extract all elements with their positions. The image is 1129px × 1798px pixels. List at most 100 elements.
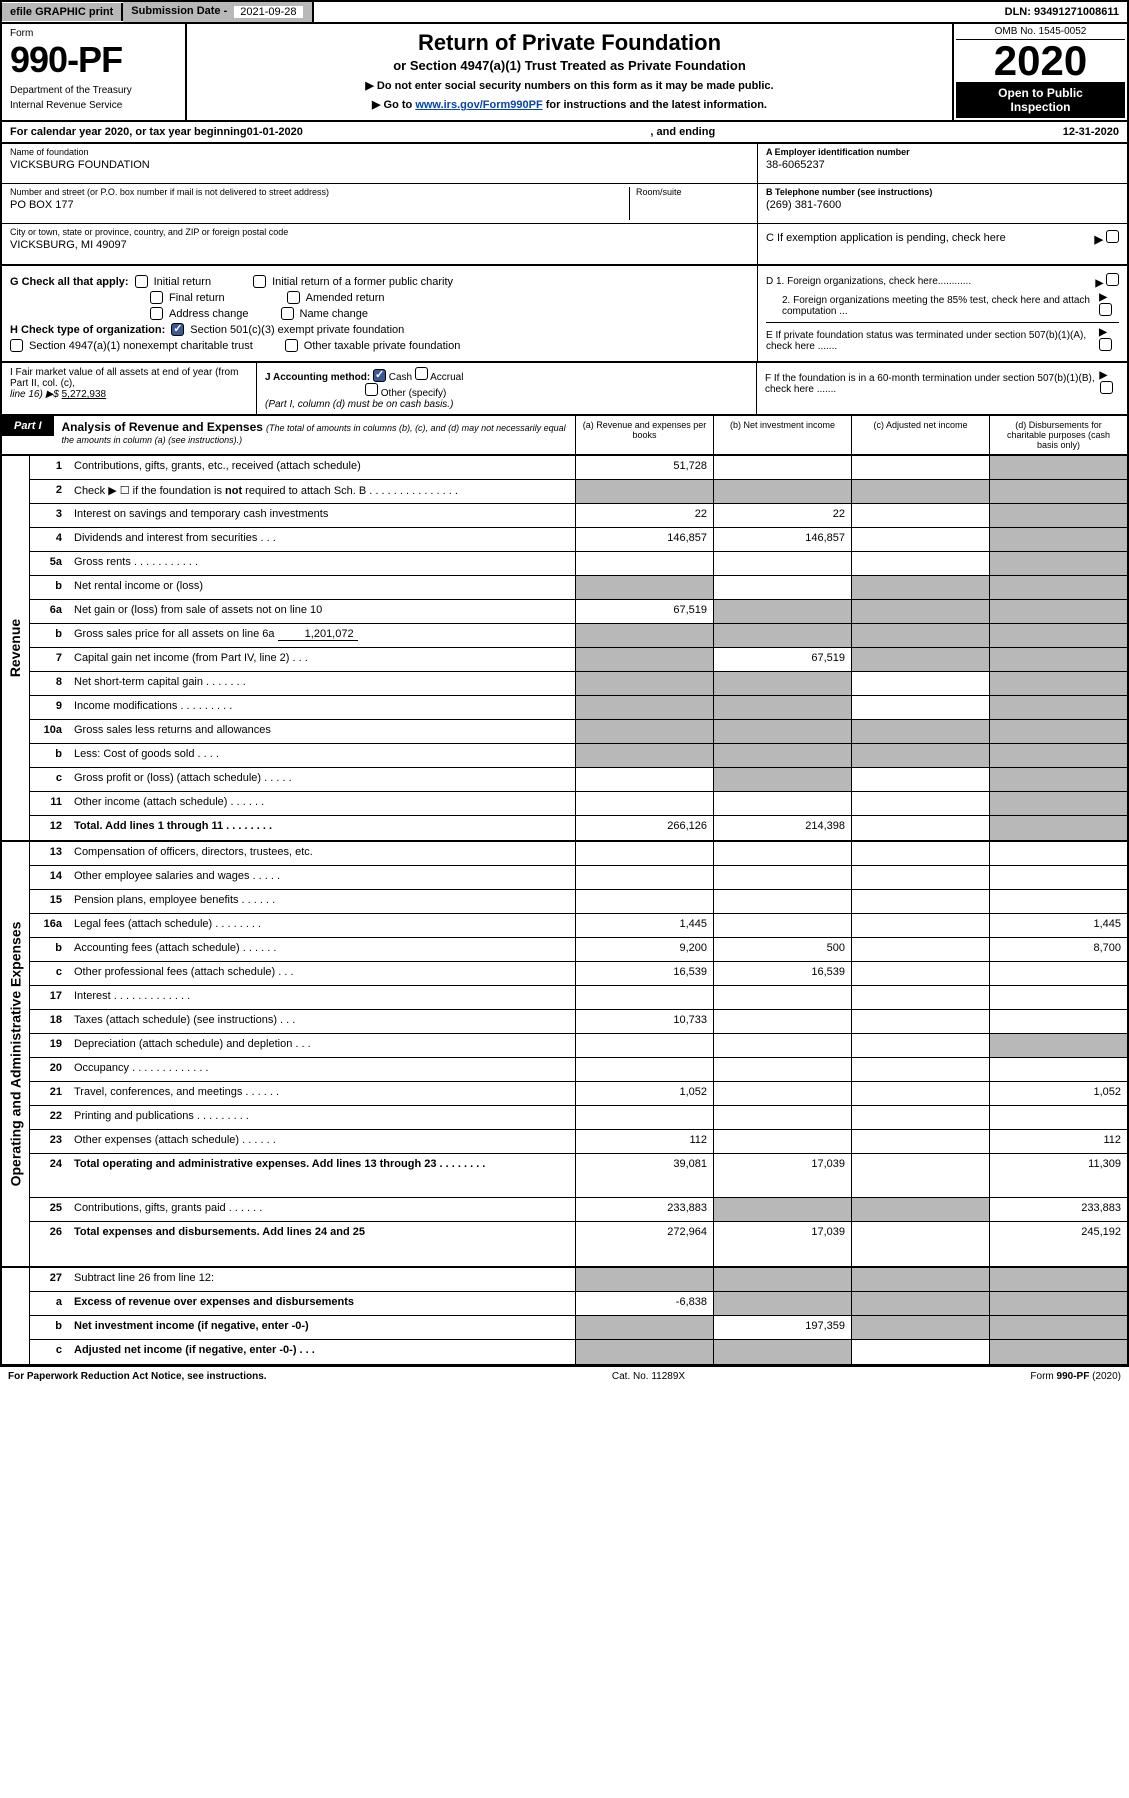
year-block: OMB No. 1545-0052 2020 Open to Public In…	[952, 24, 1127, 120]
row-desc: Compensation of officers, directors, tru…	[68, 842, 575, 865]
table-row: 14 Other employee salaries and wages . .…	[30, 866, 1127, 890]
final-return-checkbox[interactable]	[150, 291, 163, 304]
cell-d	[989, 480, 1127, 503]
row-desc: Accounting fees (attach schedule) . . . …	[68, 938, 575, 961]
cell-b	[713, 1130, 851, 1153]
cell-d	[989, 1292, 1127, 1315]
cell-c	[851, 1010, 989, 1033]
cell-d	[989, 816, 1127, 840]
expense-rows: 13 Compensation of officers, directors, …	[30, 842, 1127, 1266]
g-opt-3: Amended return	[306, 292, 385, 304]
table-row: b Net rental income or (loss)	[30, 576, 1127, 600]
exemption-checkbox[interactable]	[1106, 230, 1119, 243]
cal-begin: 01-01-2020	[247, 126, 303, 138]
row-desc: Net short-term capital gain . . . . . . …	[68, 672, 575, 695]
other-taxable-checkbox[interactable]	[285, 339, 298, 352]
identity-block: Name of foundation VICKSBURG FOUNDATION …	[0, 144, 1129, 266]
table-row: 2 Check ▶ ☐ if the foundation is not req…	[30, 480, 1127, 504]
initial-return-former-checkbox[interactable]	[253, 275, 266, 288]
row-desc: Net rental income or (loss)	[68, 576, 575, 599]
revenue-side-label: Revenue	[2, 456, 30, 840]
cell-b	[713, 866, 851, 889]
cell-c	[851, 720, 989, 743]
cell-c	[851, 938, 989, 961]
cell-b	[713, 600, 851, 623]
d2-row: 2. Foreign organizations meeting the 85%…	[766, 292, 1119, 319]
cell-c	[851, 1082, 989, 1105]
cell-a: 16,539	[575, 962, 713, 985]
row-desc: Taxes (attach schedule) (see instruction…	[68, 1010, 575, 1033]
amended-return-checkbox[interactable]	[287, 291, 300, 304]
dln-value: 93491271008611	[1034, 6, 1119, 18]
cell-c	[851, 1340, 989, 1364]
cell-c	[851, 842, 989, 865]
name-label: Name of foundation	[10, 147, 749, 157]
g-label: G Check all that apply:	[10, 276, 129, 288]
table-row: b Gross sales price for all assets on li…	[30, 624, 1127, 648]
cell-b: 22	[713, 504, 851, 527]
other-method-checkbox[interactable]	[365, 383, 378, 396]
revenue-rows: 1 Contributions, gifts, grants, etc., re…	[30, 456, 1127, 840]
i-line: line 16) ▶$	[10, 389, 62, 400]
form-id-block: Form 990-PF Department of the Treasury I…	[2, 24, 187, 120]
row-num: 27	[30, 1268, 68, 1291]
row-num: c	[30, 768, 68, 791]
f-checkbox[interactable]	[1100, 381, 1113, 394]
cell-b	[713, 696, 851, 719]
tax-year: 2020	[956, 40, 1125, 82]
row-num: 9	[30, 696, 68, 719]
cell-b	[713, 842, 851, 865]
row-num: 1	[30, 456, 68, 479]
row-desc: Total expenses and disbursements. Add li…	[68, 1222, 575, 1266]
bottom-rows: 27 Subtract line 26 from line 12: a Exce…	[30, 1268, 1127, 1364]
cell-a	[575, 986, 713, 1009]
cell-b	[713, 1292, 851, 1315]
j-accrual: Accrual	[430, 372, 463, 383]
phone-label: B Telephone number (see instructions)	[766, 187, 1119, 197]
table-row: 19 Depreciation (attach schedule) and de…	[30, 1034, 1127, 1058]
accrual-checkbox[interactable]	[415, 367, 428, 380]
form990pf-link[interactable]: www.irs.gov/Form990PF	[415, 99, 542, 111]
row-num: 11	[30, 792, 68, 815]
cell-b: 17,039	[713, 1222, 851, 1266]
table-row: 5a Gross rents . . . . . . . . . . .	[30, 552, 1127, 576]
cell-c	[851, 986, 989, 1009]
g-check-row: G Check all that apply: Initial return I…	[10, 275, 749, 288]
e-checkbox[interactable]	[1099, 338, 1112, 351]
row-desc: Adjusted net income (if negative, enter …	[68, 1340, 575, 1364]
fmv-value: 5,272,938	[62, 389, 107, 400]
j-cash: Cash	[389, 372, 412, 383]
submission-date-label: Submission Date -	[131, 5, 233, 19]
part1-title-cell: Analysis of Revenue and Expenses (The to…	[54, 416, 575, 454]
d1-checkbox[interactable]	[1106, 273, 1119, 286]
cash-checkbox[interactable]	[373, 369, 386, 382]
expenses-label-text: Operating and Administrative Expenses	[8, 922, 24, 1187]
row-desc: Subtract line 26 from line 12:	[68, 1268, 575, 1291]
address-change-checkbox[interactable]	[150, 307, 163, 320]
part1-header: Part I Analysis of Revenue and Expenses …	[0, 416, 1129, 456]
table-row: b Less: Cost of goods sold . . . .	[30, 744, 1127, 768]
table-row: 17 Interest . . . . . . . . . . . . .	[30, 986, 1127, 1010]
d2-checkbox[interactable]	[1099, 303, 1112, 316]
row-desc: Other employee salaries and wages . . . …	[68, 866, 575, 889]
row-desc: Contributions, gifts, grants paid . . . …	[68, 1198, 575, 1221]
row-desc: Less: Cost of goods sold . . . .	[68, 744, 575, 767]
cell-b	[713, 480, 851, 503]
cell-c	[851, 480, 989, 503]
501c3-checkbox[interactable]	[171, 323, 184, 336]
cell-d	[989, 1010, 1127, 1033]
name-change-checkbox[interactable]	[281, 307, 294, 320]
cell-a: 272,964	[575, 1222, 713, 1266]
cell-b	[713, 1058, 851, 1081]
row-num: 10a	[30, 720, 68, 743]
cell-c	[851, 1130, 989, 1153]
initial-return-checkbox[interactable]	[135, 275, 148, 288]
cell-a: 9,200	[575, 938, 713, 961]
efile-print-button[interactable]: efile GRAPHIC print	[2, 3, 123, 21]
cell-a	[575, 1316, 713, 1339]
row-num: b	[30, 576, 68, 599]
arrow-icon: ▶	[1100, 370, 1108, 381]
row-num: 14	[30, 866, 68, 889]
cell-d	[989, 866, 1127, 889]
4947-checkbox[interactable]	[10, 339, 23, 352]
